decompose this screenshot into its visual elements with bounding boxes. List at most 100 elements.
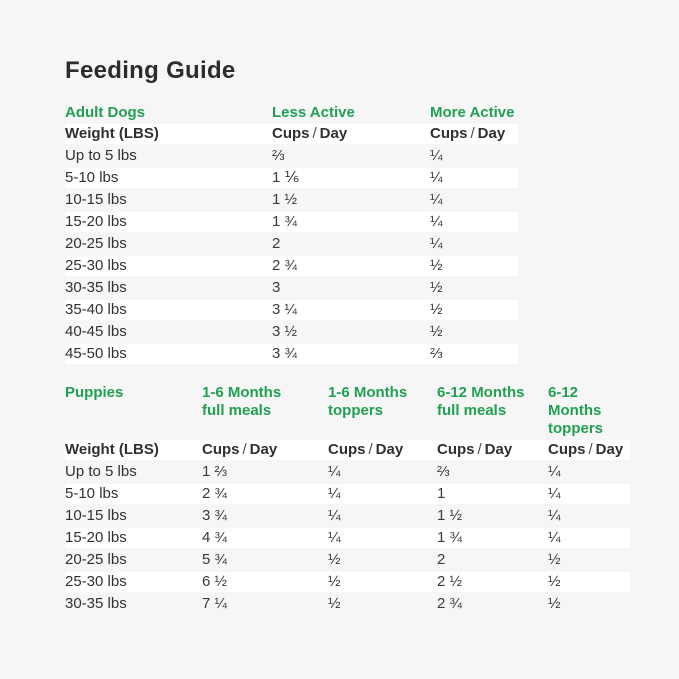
unit-cups: Cups — [548, 441, 586, 458]
unit-separator: / — [242, 441, 247, 458]
table-row: Up to 5 lbs ⅔ ¼ — [65, 146, 518, 166]
value-cell: ½ — [328, 551, 341, 568]
value-cell: ½ — [430, 301, 443, 318]
value-cell: ¼ — [430, 169, 443, 186]
unit-cups: Cups — [437, 441, 475, 458]
value-cell: ¼ — [430, 213, 443, 230]
adult-dogs-table: Adult Dogs Less Active More Active Weigh… — [65, 104, 679, 364]
column-header-less-active: Less Active — [272, 104, 355, 121]
table-row: 5-10 lbs 2 ¾ ¼ 1 ¼ — [65, 484, 630, 504]
table-row: 45-50 lbs 3 ¾ ⅔ — [65, 344, 518, 364]
value-cell: 1 ½ — [437, 507, 463, 524]
unit-cups: Cups — [328, 441, 366, 458]
unit-day: Day — [477, 125, 506, 142]
table-row: 5-10 lbs 1 ⅙ ¼ — [65, 168, 518, 188]
value-cell: ½ — [548, 551, 561, 568]
puppies-table-rows: Up to 5 lbs 1 ⅔ ¼ ⅔ ¼ 5-10 lbs 2 ¾ ¼ 1 ¼ 10-15 lbs… — [65, 462, 679, 614]
weight-header: Weight (LBS) — [65, 125, 159, 142]
puppies-section-header-row: Puppies 1-6 Months full meals 1-6 Months… — [65, 384, 630, 438]
column-header-6-12-toppers: 6-12 Months toppers — [548, 384, 604, 437]
value-cell: ¼ — [548, 529, 561, 546]
adult-section-header-row: Adult Dogs Less Active More Active — [65, 104, 518, 122]
table-row: 40-45 lbs 3 ½ ½ — [65, 322, 518, 342]
weight-cell: 20-25 lbs — [65, 235, 127, 252]
unit-header: Cups / Day — [272, 124, 430, 144]
value-cell: 3 — [272, 279, 281, 296]
value-cell: 3 ¾ — [272, 345, 298, 362]
value-cell: ¼ — [548, 485, 561, 502]
page-title: Feeding Guide — [65, 57, 236, 84]
table-row: 30-35 lbs 7 ¼ ½ 2 ¾ ½ — [65, 594, 630, 614]
unit-cups: Cups — [202, 441, 240, 458]
value-cell: ½ — [430, 257, 443, 274]
value-cell: 2 ¾ — [272, 257, 298, 274]
unit-day: Day — [249, 441, 278, 458]
adult-unit-header-row: Weight (LBS) Cups / Day Cups / Day — [65, 124, 518, 144]
value-cell: 1 — [437, 485, 446, 502]
table-row: 20-25 lbs 2 ¼ — [65, 234, 518, 254]
weight-cell: 30-35 lbs — [65, 279, 127, 296]
value-cell: ¼ — [430, 235, 443, 252]
value-cell: 1 ⅙ — [272, 169, 300, 186]
value-cell: ⅔ — [272, 147, 285, 164]
weight-cell: 10-15 lbs — [65, 507, 127, 524]
table-row: 20-25 lbs 5 ¾ ½ 2 ½ — [65, 550, 630, 570]
unit-separator: / — [312, 125, 317, 142]
puppies-table: Puppies 1-6 Months full meals 1-6 Months… — [65, 384, 679, 614]
unit-separator: / — [470, 125, 475, 142]
value-cell: ½ — [548, 573, 561, 590]
weight-cell: 20-25 lbs — [65, 551, 127, 568]
value-cell: 7 ¼ — [202, 595, 228, 612]
value-cell: 3 ¾ — [202, 507, 228, 524]
weight-cell: 15-20 lbs — [65, 213, 127, 230]
weight-cell: 10-15 lbs — [65, 191, 127, 208]
unit-header: Cups / Day — [548, 440, 630, 460]
value-cell: ¼ — [328, 485, 341, 502]
value-cell: ½ — [328, 573, 341, 590]
value-cell: ¼ — [430, 191, 443, 208]
value-cell: 1 ½ — [272, 191, 298, 208]
adult-table-rows: Up to 5 lbs ⅔ ¼ 5-10 lbs 1 ⅙ ¼ 10-15 lbs 1 ½ ¼ 15… — [65, 146, 679, 364]
value-cell: ¼ — [328, 507, 341, 524]
value-cell: 6 ½ — [202, 573, 228, 590]
value-cell: ⅔ — [430, 345, 443, 362]
value-cell: ¼ — [548, 507, 561, 524]
value-cell: 4 ¾ — [202, 529, 228, 546]
weight-cell: 40-45 lbs — [65, 323, 127, 340]
unit-day: Day — [595, 441, 624, 458]
value-cell: 2 — [437, 551, 446, 568]
unit-cups: Cups — [272, 125, 310, 142]
value-cell: 1 ⅔ — [202, 463, 228, 480]
unit-separator: / — [368, 441, 373, 458]
value-cell: 2 — [272, 235, 281, 252]
weight-cell: Up to 5 lbs — [65, 463, 137, 480]
weight-cell: 30-35 lbs — [65, 595, 127, 612]
value-cell: ¼ — [430, 147, 443, 164]
weight-cell: 25-30 lbs — [65, 573, 127, 590]
value-cell: ½ — [430, 279, 443, 296]
value-cell: ⅔ — [437, 463, 450, 480]
column-header-1-6-toppers: 1-6 Months toppers — [328, 384, 408, 419]
value-cell: ¼ — [328, 463, 341, 480]
table-row: 15-20 lbs 1 ¾ ¼ — [65, 212, 518, 232]
weight-cell: 5-10 lbs — [65, 169, 119, 186]
unit-separator: / — [477, 441, 482, 458]
unit-header: Cups / Day — [328, 440, 437, 460]
value-cell: ¼ — [328, 529, 341, 546]
unit-header: Cups / Day — [437, 440, 548, 460]
table-row: 25-30 lbs 2 ¾ ½ — [65, 256, 518, 276]
value-cell: 3 ¼ — [272, 301, 298, 318]
unit-day: Day — [484, 441, 513, 458]
unit-header: Cups / Day — [202, 440, 328, 460]
section-label-adult-dogs: Adult Dogs — [65, 104, 145, 121]
unit-cups: Cups — [430, 125, 468, 142]
weight-cell: Up to 5 lbs — [65, 147, 137, 164]
table-row: 35-40 lbs 3 ¼ ½ — [65, 300, 518, 320]
column-header-more-active: More Active — [430, 104, 515, 121]
table-row: 30-35 lbs 3 ½ — [65, 278, 518, 298]
value-cell: ½ — [548, 595, 561, 612]
table-row: 25-30 lbs 6 ½ ½ 2 ½ ½ — [65, 572, 630, 592]
unit-header: Cups / Day — [430, 124, 518, 144]
unit-day: Day — [375, 441, 404, 458]
feeding-guide-page: Feeding Guide Adult Dogs Less Active Mor… — [65, 57, 679, 614]
